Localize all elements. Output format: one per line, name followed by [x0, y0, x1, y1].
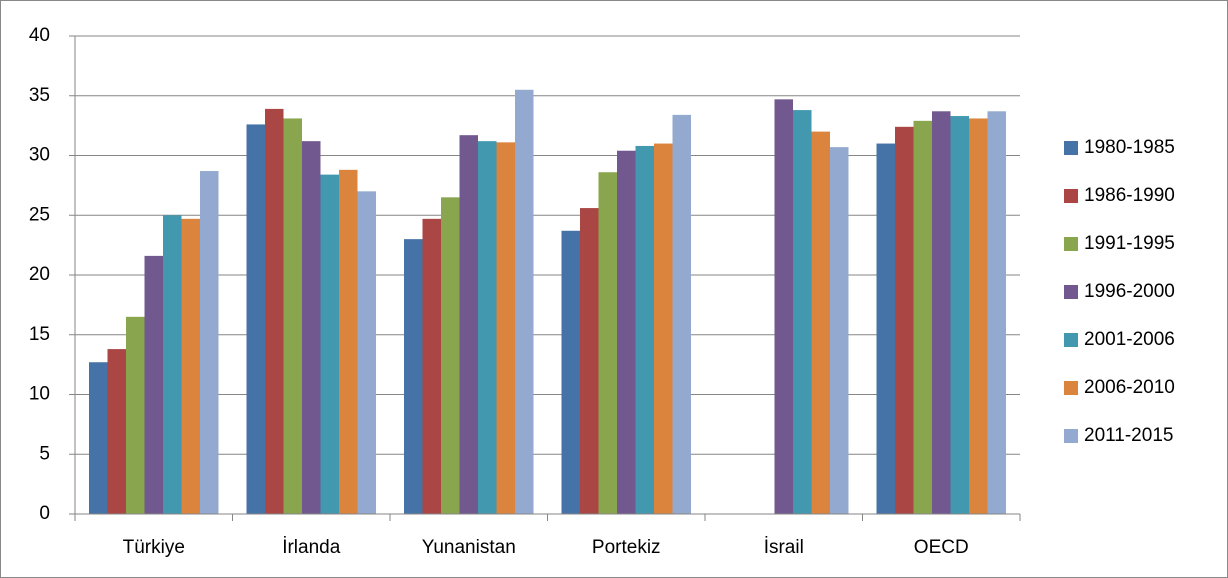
- y-tick-label: 25: [29, 204, 50, 225]
- bar: [830, 147, 849, 514]
- y-tick-label: 30: [29, 145, 50, 166]
- bar: [89, 362, 108, 514]
- legend-label: 1980-1985: [1084, 137, 1175, 158]
- bar: [496, 142, 515, 515]
- legend-swatch: [1064, 381, 1078, 395]
- bar: [913, 120, 932, 514]
- bar: [561, 230, 580, 514]
- y-tick-label: 20: [29, 264, 50, 285]
- bar: [811, 131, 830, 514]
- legend-label: 2001-2006: [1084, 329, 1175, 350]
- legend-label: 2011-2015: [1084, 425, 1173, 446]
- bar: [895, 126, 914, 514]
- bar: [441, 197, 460, 514]
- y-tick-label: 0: [39, 503, 50, 524]
- bar: [598, 172, 617, 515]
- legend-label: 1986-1990: [1084, 185, 1175, 206]
- legend-swatch: [1064, 189, 1078, 203]
- legend-label: 2006-2010: [1084, 377, 1175, 398]
- bar: [163, 215, 182, 514]
- legend-swatch: [1064, 333, 1078, 347]
- y-tick-label: 40: [29, 25, 50, 46]
- x-tick-label: Portekiz: [592, 537, 661, 558]
- bar: [357, 191, 376, 514]
- legend-swatch: [1064, 429, 1078, 443]
- bar: [246, 124, 265, 515]
- legend-swatch: [1064, 285, 1078, 299]
- legend-label: 1991-1995: [1084, 233, 1175, 254]
- x-tick-label: İrlanda: [282, 537, 341, 558]
- bar: [181, 218, 200, 514]
- y-tick-label: 15: [29, 324, 50, 345]
- bar: [320, 174, 339, 514]
- x-tick-label: İsrail: [764, 537, 804, 558]
- bar: [774, 99, 793, 515]
- y-tick-label: 5: [39, 443, 50, 464]
- bar: [876, 143, 895, 515]
- bar: [422, 218, 441, 514]
- x-tick-label: OECD: [914, 537, 969, 558]
- bar: [654, 143, 673, 515]
- bar: [126, 316, 145, 514]
- bar: [969, 118, 988, 514]
- bar: [793, 110, 812, 514]
- bar: [950, 116, 969, 514]
- bar: [932, 111, 951, 514]
- bar: [515, 89, 534, 515]
- bar: [283, 118, 302, 514]
- y-tick-label: 35: [29, 85, 50, 106]
- x-tick-label: Türkiye: [123, 537, 185, 558]
- bar: [200, 171, 219, 514]
- bar: [672, 114, 691, 515]
- bar: [459, 135, 478, 514]
- y-tick-label: 10: [29, 384, 50, 405]
- bar: [478, 141, 497, 514]
- bar: [404, 239, 423, 514]
- legend-label: 1996-2000: [1084, 281, 1175, 302]
- bar: [617, 150, 636, 514]
- bar: [580, 208, 599, 514]
- bar: [302, 141, 321, 514]
- x-tick-label: Yunanistan: [422, 537, 516, 558]
- bar: [107, 349, 126, 514]
- bar: [144, 255, 163, 514]
- bar: [635, 145, 654, 514]
- bar: [265, 108, 284, 515]
- legend-swatch: [1064, 237, 1078, 251]
- legend-swatch: [1064, 141, 1078, 155]
- bar: [987, 111, 1006, 514]
- bar: [339, 169, 358, 514]
